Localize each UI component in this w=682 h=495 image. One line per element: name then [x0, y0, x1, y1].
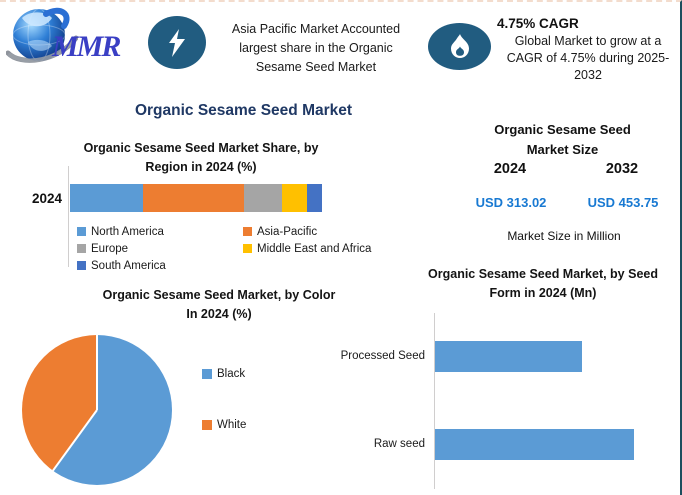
globe-icon — [6, 7, 78, 63]
legend-swatch — [77, 227, 86, 236]
legend-swatch — [77, 261, 86, 270]
legend-label: Black — [217, 368, 246, 380]
mmr-logo: MMR — [6, 6, 146, 72]
legend-item: Europe — [77, 240, 217, 257]
bar-segment — [281, 184, 307, 212]
bar-raw-seed — [435, 429, 634, 460]
legend-item: Asia-Pacific — [243, 223, 371, 240]
region-chart-title: Organic Sesame Seed Market Share, by Reg… — [83, 141, 319, 174]
legend-swatch — [243, 227, 252, 236]
legend-label: White — [217, 419, 247, 431]
cagr-title: 4.75% CAGR — [497, 16, 579, 31]
region-chart-axis — [68, 166, 69, 267]
highlight-line: Asia Pacific Market Accounted — [231, 22, 401, 36]
region-category-label: 2024 — [31, 191, 62, 206]
pie-divider — [96, 335, 98, 410]
flame-icon — [450, 33, 469, 58]
bar-segment — [70, 184, 144, 212]
cagr-text: Global Market to grow at a CAGR of 4.75%… — [506, 34, 670, 82]
lightning-badge — [148, 16, 206, 69]
legend-swatch — [243, 244, 252, 253]
seed-form-chart-title: Organic Sesame Seed Market, by Seed Form… — [428, 267, 658, 300]
legend-label: Middle East and Africa — [257, 242, 372, 255]
market-size-value-end: USD 453.75 — [587, 195, 659, 210]
page-title: Organic Sesame Seed Market — [134, 102, 353, 119]
legend-label: South America — [91, 259, 166, 272]
legend-item: White — [202, 419, 246, 431]
market-highlight-text: Asia Pacific Market Accounted largest sh… — [205, 20, 427, 77]
highlight-line: Sesame Seed Market — [255, 60, 377, 74]
market-size-value-start: USD 313.02 — [475, 195, 547, 210]
logo-text: MMR — [52, 30, 121, 63]
color-chart-title: Organic Sesame Seed Market, by Color In … — [102, 288, 336, 321]
seed-form-axis — [434, 313, 435, 489]
legend-item: South America — [77, 257, 217, 274]
bar-segment — [306, 184, 322, 212]
legend-item: North America — [77, 223, 217, 240]
legend-label: Asia-Pacific — [257, 225, 318, 238]
legend-label: North America — [91, 225, 164, 238]
flame-badge — [428, 23, 491, 70]
lightning-icon — [169, 28, 185, 57]
region-legend: North America Europe South America Asia-… — [77, 223, 371, 274]
legend-item: Black — [202, 368, 245, 380]
market-size-note: Market Size in Million — [507, 229, 621, 243]
legend-label: Europe — [91, 242, 129, 255]
cagr-block: 4.75% CAGR Global Market to grow at a CA… — [497, 16, 679, 84]
legend-item: Middle East and Africa — [243, 240, 371, 257]
bar-category-label: Raw seed — [373, 438, 425, 450]
color-pie-wrap — [22, 335, 172, 485]
market-size-year-start: 2024 — [493, 161, 527, 177]
legend-swatch — [202, 420, 212, 430]
bar-category-label: Processed Seed — [340, 350, 425, 362]
legend-swatch — [77, 244, 86, 253]
bar-segment — [143, 184, 244, 212]
bar-processed-seed — [435, 341, 582, 372]
bar-segment — [243, 184, 282, 212]
market-size-year-end: 2032 — [605, 161, 639, 177]
region-stacked-bar — [70, 184, 322, 212]
market-size-title: Organic Sesame Seed Market Size — [494, 122, 631, 157]
legend-swatch — [202, 369, 212, 379]
highlight-line: largest share in the Organic — [239, 41, 393, 55]
